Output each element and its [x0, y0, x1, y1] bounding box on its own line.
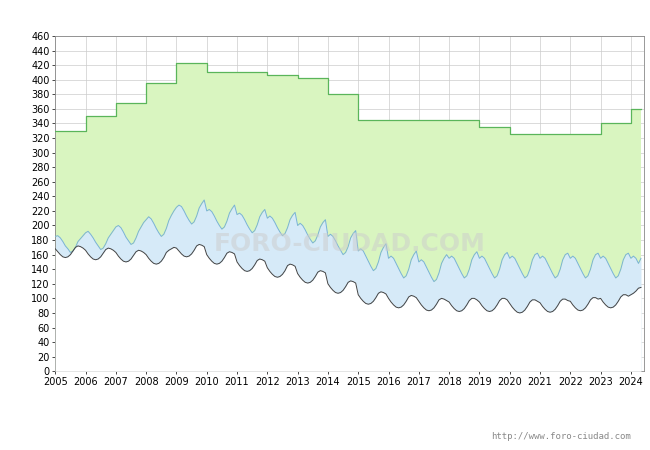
Text: Camarenilla - Evolucion de la poblacion en edad de Trabajar Mayo de 2024: Camarenilla - Evolucion de la poblacion …	[90, 10, 560, 22]
Text: http://www.foro-ciudad.com: http://www.foro-ciudad.com	[491, 432, 630, 441]
Text: FORO-CIUDAD.COM: FORO-CIUDAD.COM	[213, 232, 486, 256]
